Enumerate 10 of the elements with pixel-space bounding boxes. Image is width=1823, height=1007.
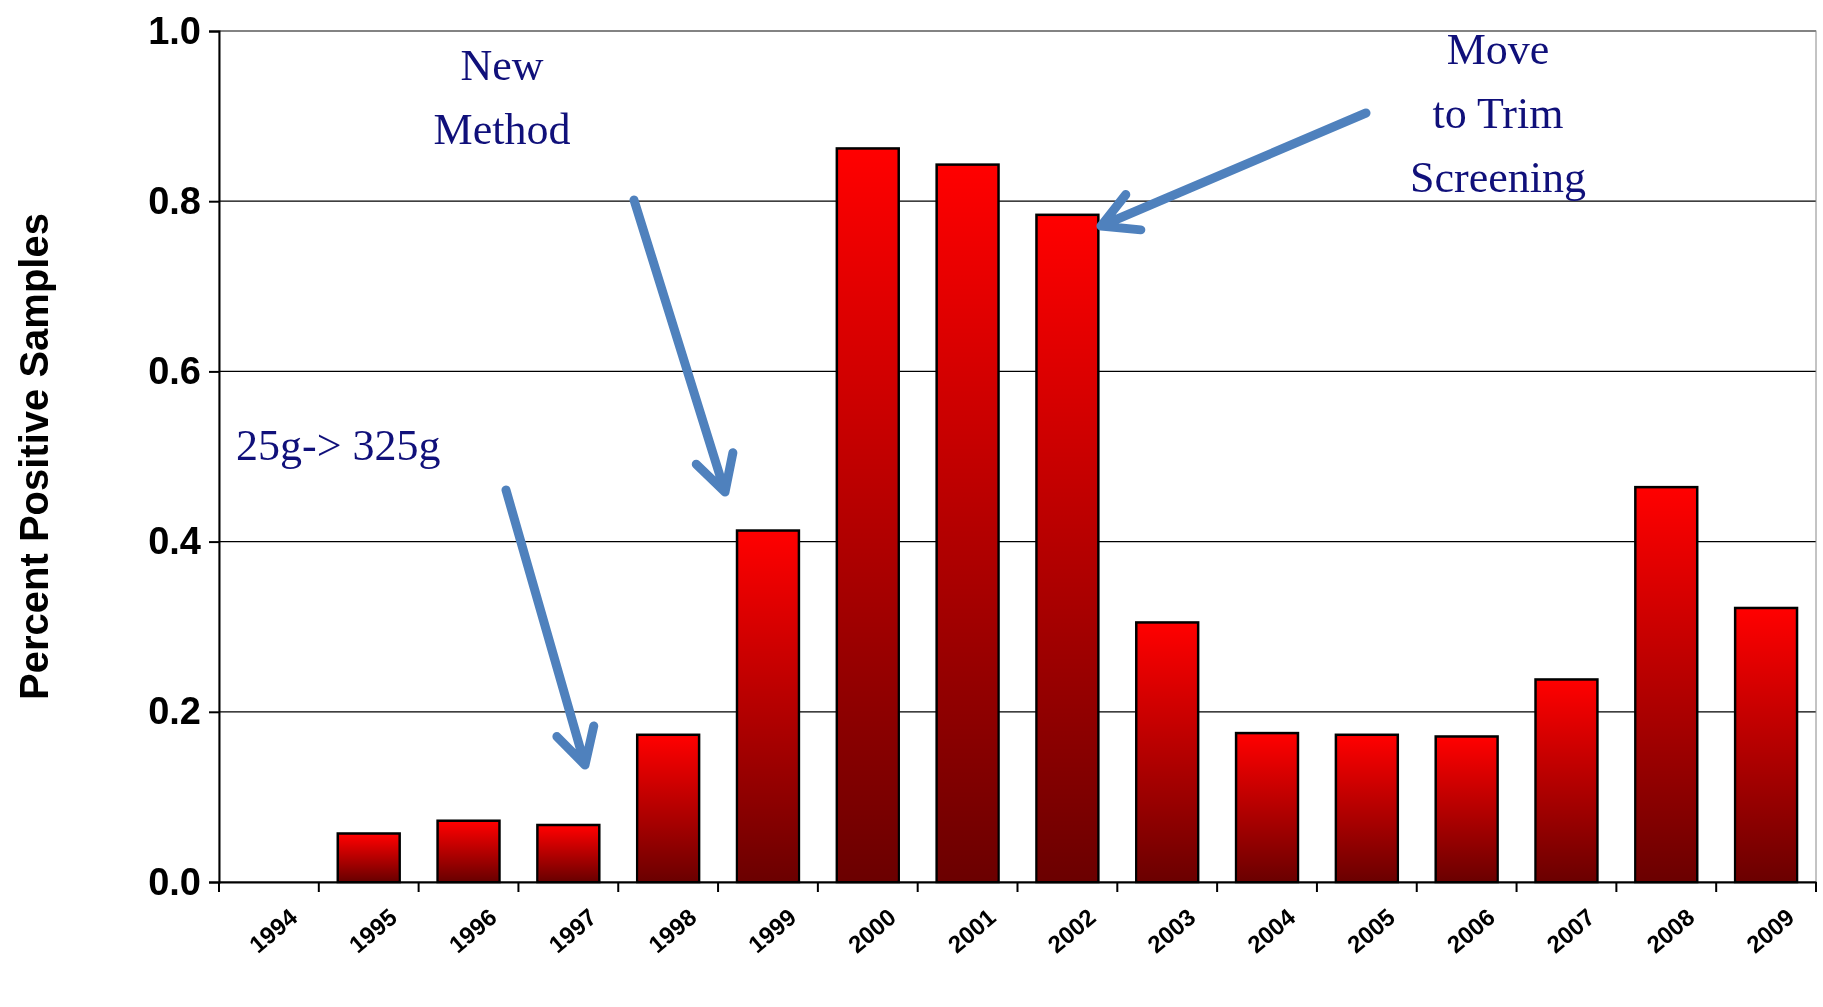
- annotation: Move to Trim Screening: [1410, 25, 1586, 202]
- y-tick-label: 0.2: [148, 690, 201, 733]
- y-tick-label: 0.0: [148, 860, 201, 903]
- annotation: 25g-> 325g: [236, 421, 441, 470]
- y-axis-title: Percent Positive Samples: [12, 213, 56, 700]
- y-tick-label: 0.8: [148, 179, 201, 222]
- y-tick-label: 0.6: [148, 350, 201, 393]
- y-tick-label: 0.4: [148, 520, 201, 563]
- y-tick-label: 1.0: [148, 9, 201, 52]
- annotation: New Method: [433, 41, 571, 154]
